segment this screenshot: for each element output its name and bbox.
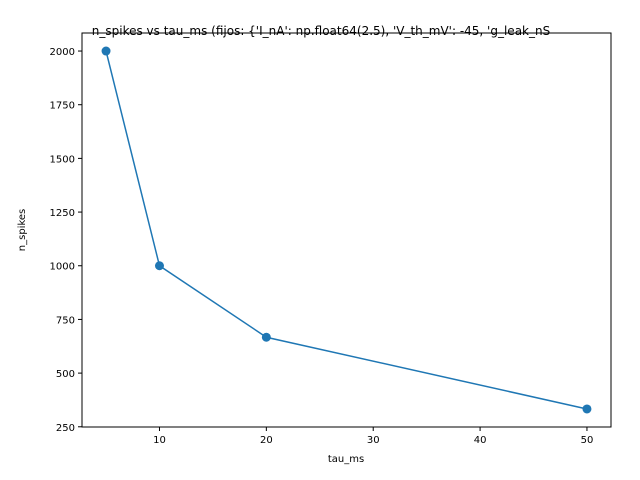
data-point [101,46,111,56]
y-tick-label: 1000 [50,262,75,273]
x-tick-label: 50 [581,435,594,446]
x-tick-label: 20 [260,435,273,446]
x-tick-label: 30 [367,435,380,446]
series-line [105,50,588,410]
y-tick-label: 1250 [50,208,75,219]
x-axis-label: tau_ms [328,454,364,465]
plot-frame [81,32,612,428]
y-tick-label: 1750 [50,101,75,112]
y-tick-label: 250 [56,423,75,434]
y-tick-label: 500 [56,369,75,380]
y-tick-label: 1500 [50,154,75,165]
chart-title: n_spikes vs tau_ms (fijos: {'I_nA': np.f… [92,24,550,38]
x-axis: 10 20 30 40 50 [153,427,593,446]
y-tick-label: 750 [56,315,75,326]
y-axis: 250 500 750 1000 1250 1500 1750 2000 [50,47,82,434]
data-point [582,404,592,414]
data-point [261,332,271,342]
y-axis-label: n_spikes [17,209,28,251]
x-tick-label: 10 [153,435,166,446]
data-point [154,261,164,271]
y-tick-label: 2000 [50,47,75,58]
plot-area [101,46,592,414]
x-tick-label: 40 [474,435,487,446]
